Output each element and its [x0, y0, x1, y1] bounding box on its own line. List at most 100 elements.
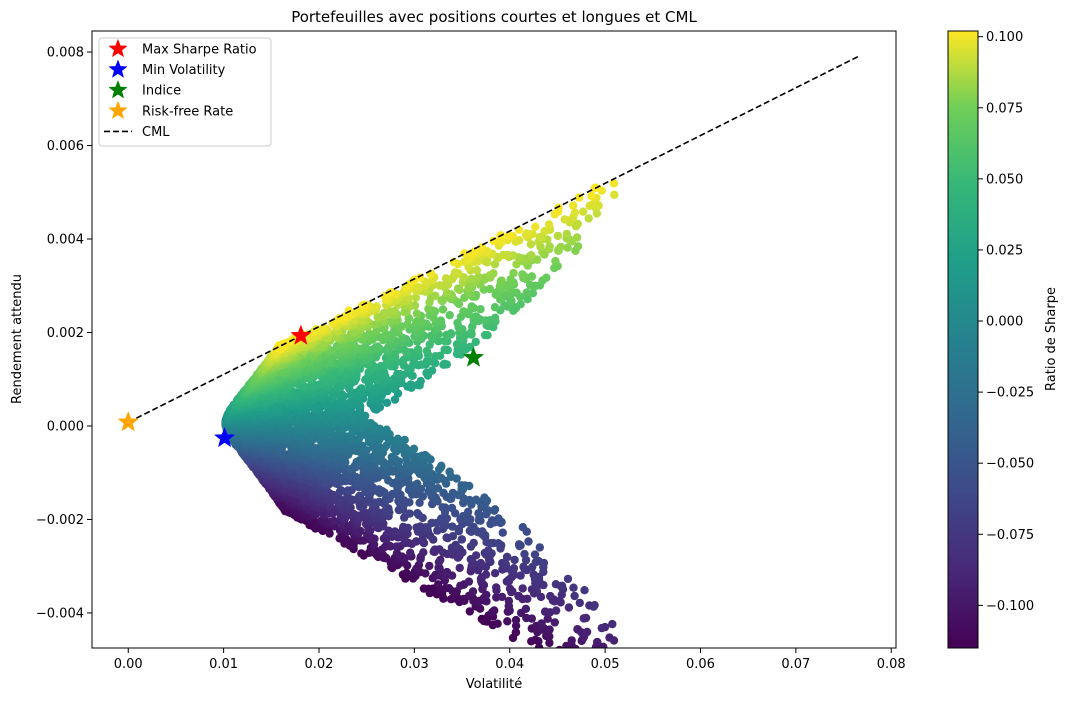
portfolio-point — [394, 457, 404, 466]
portfolio-point — [493, 619, 502, 628]
portfolio-point — [393, 434, 402, 443]
portfolio-point — [448, 522, 457, 531]
portfolio-point — [413, 479, 422, 488]
portfolio-point — [518, 523, 527, 532]
portfolio-point — [431, 352, 440, 361]
portfolio-point — [569, 666, 577, 674]
portfolio-point — [600, 673, 608, 681]
portfolio-point — [541, 607, 550, 616]
portfolio-point — [510, 555, 519, 565]
portfolio-point — [451, 540, 460, 550]
portfolio-point — [414, 511, 424, 520]
portfolio-point — [501, 560, 511, 569]
portfolio-point — [556, 598, 565, 607]
portfolio-point — [442, 330, 451, 340]
portfolio-point — [599, 642, 608, 648]
portfolio-point — [546, 592, 555, 601]
portfolio-point — [373, 342, 382, 351]
portfolio-point — [545, 625, 554, 634]
portfolio-point — [453, 593, 462, 602]
portfolio-point — [468, 587, 478, 596]
portfolio-point — [518, 584, 527, 593]
portfolio-point — [434, 580, 443, 589]
chart-title: Portefeuilles avec positions courtes et … — [291, 8, 697, 26]
portfolio-point — [392, 549, 402, 558]
portfolio-point — [570, 591, 579, 601]
portfolio-point — [478, 527, 487, 536]
portfolio-point — [574, 669, 582, 677]
portfolio-point — [581, 659, 589, 667]
portfolio-point — [522, 288, 531, 297]
portfolio-point — [514, 591, 523, 601]
portfolio-point — [583, 649, 591, 657]
portfolio-point — [511, 628, 521, 637]
portfolio-point — [551, 606, 561, 615]
portfolio-point — [490, 569, 500, 578]
portfolio-point — [490, 303, 500, 312]
portfolio-point — [344, 537, 353, 546]
portfolio-point — [579, 650, 587, 658]
portfolio-point — [436, 555, 445, 565]
portfolio-point — [602, 676, 610, 684]
portfolio-point — [482, 597, 491, 606]
portfolio-point — [535, 543, 544, 552]
portfolio-point — [603, 677, 611, 685]
portfolio-point — [490, 606, 499, 615]
portfolio-point — [423, 452, 432, 462]
portfolio-point — [573, 648, 581, 656]
portfolio-point — [502, 552, 512, 562]
portfolio-point — [421, 569, 430, 578]
portfolio-point — [409, 444, 419, 453]
portfolio-point — [600, 671, 608, 679]
portfolio-point — [585, 676, 593, 684]
portfolio-point — [567, 647, 573, 648]
portfolio-point — [608, 677, 616, 685]
portfolio-point — [545, 638, 554, 648]
portfolio-point — [416, 376, 425, 386]
portfolio-point — [425, 561, 434, 571]
portfolio-point — [582, 649, 590, 657]
portfolio-point — [469, 538, 478, 548]
portfolio-point — [465, 607, 474, 616]
portfolio-point — [380, 488, 389, 497]
portfolio-point — [384, 526, 393, 535]
portfolio-point — [447, 503, 457, 513]
portfolio-point — [598, 686, 606, 694]
portfolio-cloud — [221, 179, 619, 694]
portfolio-point — [537, 619, 546, 628]
portfolio-point — [569, 583, 578, 592]
portfolio-point — [575, 598, 584, 608]
portfolio-point — [523, 594, 532, 603]
portfolio-point — [397, 479, 406, 488]
portfolio-point — [542, 651, 550, 659]
portfolio-point — [486, 539, 496, 548]
portfolio-point — [484, 546, 493, 555]
portfolio-point — [386, 542, 395, 551]
portfolio-point — [567, 636, 576, 645]
portfolio-point — [494, 539, 503, 548]
portfolio-point — [507, 587, 516, 597]
portfolio-point — [457, 535, 466, 544]
portfolio-point — [357, 384, 366, 393]
portfolio-point — [576, 647, 579, 648]
portfolio-point — [406, 548, 415, 557]
portfolio-point — [521, 604, 531, 613]
portfolio-point — [509, 564, 519, 573]
portfolio-point — [516, 300, 525, 309]
portfolio-point — [608, 677, 616, 685]
portfolio-point — [437, 461, 446, 470]
portfolio-point — [600, 622, 610, 632]
portfolio-point — [534, 637, 543, 646]
portfolio-point — [403, 561, 412, 570]
portfolio-point — [390, 527, 400, 536]
portfolio-point — [443, 345, 452, 355]
portfolio-point — [605, 633, 614, 642]
portfolio-point — [601, 682, 609, 690]
portfolio-point — [589, 602, 598, 611]
portfolio-point — [440, 359, 449, 369]
portfolio-point — [608, 619, 617, 629]
portfolio-point — [445, 467, 454, 476]
portfolio-point — [598, 678, 606, 686]
portfolio-point — [497, 592, 507, 602]
